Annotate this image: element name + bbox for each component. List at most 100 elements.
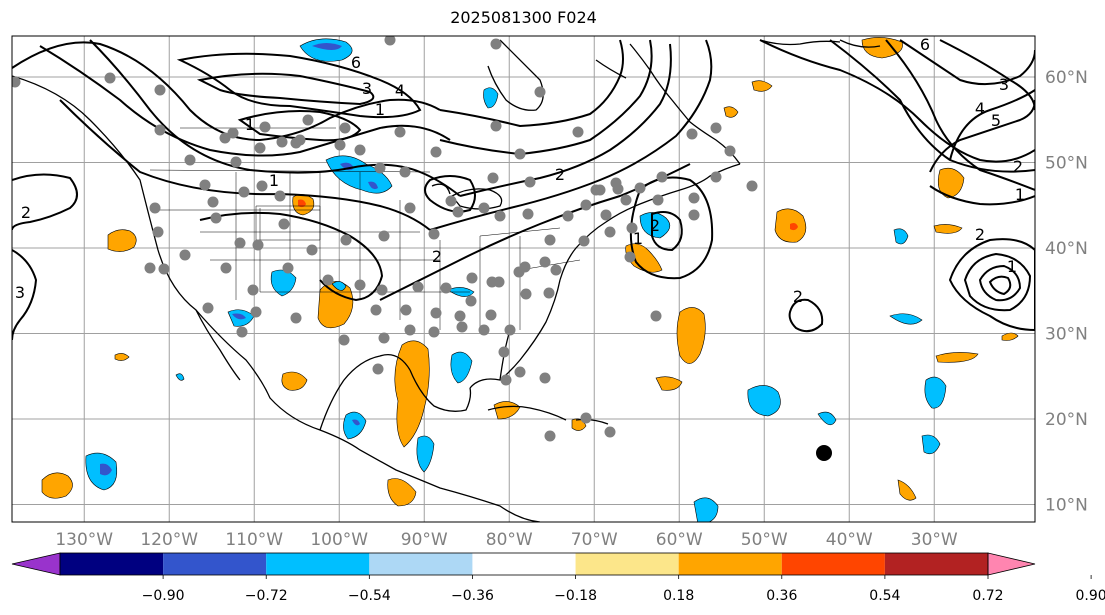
station-dot (12, 76, 21, 88)
station-dot (686, 128, 698, 140)
latitude-labels: 60°N 50°N 40°N 30°N 20°N 10°N (1045, 68, 1088, 516)
positive-patch (107, 229, 137, 252)
station-dot (710, 122, 722, 134)
station-dot (652, 194, 664, 206)
station-dot (456, 321, 468, 333)
station-dot (370, 304, 382, 316)
positive-patch (723, 106, 739, 118)
positive-patch (897, 479, 917, 501)
contour-label: 3 (362, 79, 372, 98)
positive-patch (751, 80, 773, 92)
positive-patch (933, 224, 963, 234)
positive-patch (317, 281, 354, 329)
station-dot (259, 121, 271, 133)
station-dot (724, 145, 736, 157)
station-dot (354, 279, 366, 291)
station-dots (12, 36, 758, 442)
station-dot (149, 202, 161, 214)
station-dot (624, 251, 636, 263)
station-dot (520, 288, 532, 300)
station-dot (256, 180, 268, 192)
contour-label: 3 (15, 283, 25, 302)
longitude-label: 60°W (656, 530, 703, 550)
positive-patch (394, 340, 430, 448)
latitude-label: 50°N (1045, 154, 1088, 174)
station-dot (600, 209, 612, 221)
station-dot (340, 234, 352, 246)
station-dot (534, 86, 546, 98)
station-dot (494, 210, 506, 222)
station-dot (302, 114, 314, 126)
contour-label: 1 (375, 100, 385, 119)
colorbar-tick-label: −0.90 (142, 588, 185, 604)
station-dot (610, 177, 622, 189)
station-dot (334, 139, 346, 151)
negative-patch (693, 497, 719, 522)
contour-label: 2 (793, 287, 803, 306)
station-dot (374, 162, 386, 174)
positive-patch (861, 37, 903, 59)
station-dot (158, 263, 170, 275)
negative-patch (100, 463, 112, 476)
negative-patch (312, 43, 342, 50)
station-dot (202, 302, 214, 314)
negative-patch (352, 419, 360, 426)
station-dot (688, 192, 700, 204)
positive-patch (298, 199, 306, 208)
colorbar-bin (884, 553, 988, 575)
contour-label: 1 (633, 229, 643, 248)
colorbar-tick-label: 0.54 (869, 588, 900, 604)
positive-patch (281, 371, 308, 391)
station-dot (372, 363, 384, 375)
positive-patch (937, 167, 965, 199)
station-dot (493, 276, 505, 288)
station-dot (454, 310, 466, 322)
gridlines (12, 36, 1035, 522)
longitude-label: 40°W (826, 530, 873, 550)
station-dot (514, 366, 526, 378)
station-dot (650, 310, 662, 322)
positive-patch (114, 353, 130, 361)
negative-patch (924, 376, 947, 409)
longitude-label: 80°W (486, 530, 533, 550)
station-dot (378, 332, 390, 344)
station-dot (572, 126, 584, 138)
map-frame-bg (12, 36, 1035, 522)
station-dot (487, 172, 499, 184)
station-dot (490, 38, 502, 50)
colorbar-tick-label: −0.54 (348, 588, 391, 604)
station-dot (276, 136, 288, 148)
contour-label: 5 (991, 111, 1001, 130)
positive-patch (41, 472, 73, 499)
colorbar-bin (369, 553, 473, 575)
station-dot (478, 324, 490, 336)
contour-label: 2 (21, 203, 31, 222)
station-dot (430, 146, 442, 158)
station-dot (404, 324, 416, 336)
station-dot (504, 324, 516, 336)
station-dot (152, 226, 164, 238)
station-dot (254, 142, 266, 154)
longitude-label: 70°W (571, 530, 618, 550)
station-dot (485, 309, 497, 321)
colorbar-bin (472, 553, 576, 575)
station-dot (282, 262, 294, 274)
station-dot (290, 312, 302, 324)
station-dot (378, 230, 390, 242)
station-dot (550, 264, 562, 276)
station-dot (490, 120, 502, 132)
negative-patch (889, 313, 923, 325)
positive-patch (655, 376, 683, 391)
contour-label: 2 (1013, 157, 1023, 176)
station-dot (604, 426, 616, 438)
contour-label: 3 (999, 75, 1009, 94)
station-dot (154, 84, 166, 96)
station-dot (354, 144, 366, 156)
station-dot (399, 166, 411, 178)
station-dot (604, 226, 616, 238)
station-dot (539, 372, 551, 384)
station-dot (465, 295, 477, 307)
negative-patch (416, 435, 435, 473)
station-dot (746, 180, 758, 192)
